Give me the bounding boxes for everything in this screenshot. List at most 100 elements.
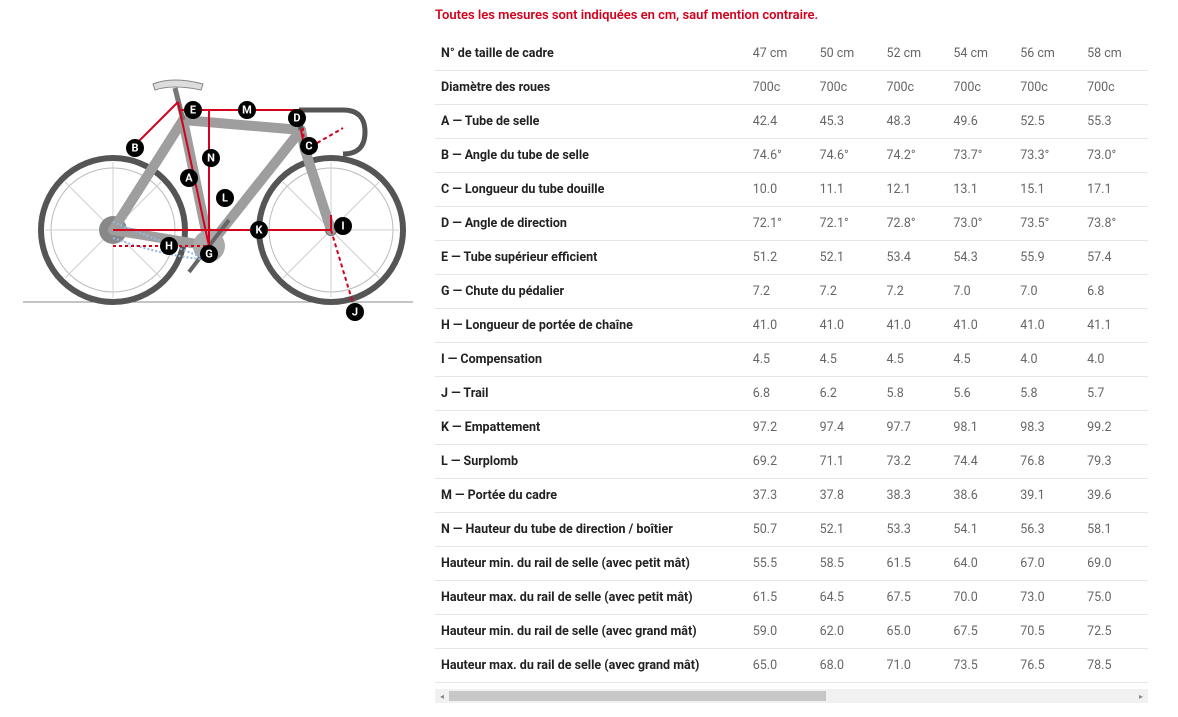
row-label: M — Portée du cadre — [435, 479, 747, 513]
row-label: I — Compensation — [435, 343, 747, 377]
table-header-row: N° de taille de cadre 47 cm50 cm52 cm54 … — [435, 37, 1148, 71]
row-label: N — Hauteur du tube de direction / boîti… — [435, 513, 747, 547]
cell-value: 99.2 — [1081, 411, 1148, 445]
geometry-table-wrap[interactable]: N° de taille de cadre 47 cm50 cm52 cm54 … — [435, 37, 1148, 683]
cell-value: 71.0 — [880, 649, 947, 683]
scroll-track[interactable] — [449, 689, 1134, 703]
cell-value: 75.0 — [1081, 581, 1148, 615]
table-row: Hauteur max. du rail de selle (avec peti… — [435, 581, 1148, 615]
svg-text:J: J — [351, 306, 357, 319]
cell-value: 74.2° — [880, 139, 947, 173]
cell-value: 74.6° — [747, 139, 814, 173]
cell-value: 4.0 — [1081, 343, 1148, 377]
geometry-table: N° de taille de cadre 47 cm50 cm52 cm54 … — [435, 37, 1148, 683]
cell-value: 58.5 — [814, 547, 881, 581]
cell-value: 10.0 — [747, 173, 814, 207]
svg-text:D: D — [293, 112, 300, 125]
cell-value: 65.0 — [880, 615, 947, 649]
row-label: Hauteur min. du rail de selle (avec peti… — [435, 547, 747, 581]
cell-value: 7.0 — [947, 275, 1014, 309]
cell-value: 72.1° — [814, 207, 881, 241]
cell-value: 38.3 — [880, 479, 947, 513]
svg-text:C: C — [305, 140, 312, 153]
cell-value: 45.3 — [814, 105, 881, 139]
cell-value: 52.1 — [814, 241, 881, 275]
svg-text:A: A — [185, 172, 193, 185]
row-label: L — Surplomb — [435, 445, 747, 479]
cell-value: 62.0 — [814, 615, 881, 649]
cell-value: 7.2 — [880, 275, 947, 309]
cell-value: 41.0 — [814, 309, 881, 343]
cell-value: 65.0 — [747, 649, 814, 683]
cell-value: 700c — [880, 71, 947, 105]
table-row: J — Trail6.86.25.85.65.85.7 — [435, 377, 1148, 411]
cell-value: 700c — [1014, 71, 1081, 105]
cell-value: 700c — [814, 71, 881, 105]
cell-value: 5.8 — [1014, 377, 1081, 411]
cell-value: 13.1 — [947, 173, 1014, 207]
header-size-col: 52 cm — [880, 37, 947, 71]
cell-value: 38.6 — [947, 479, 1014, 513]
table-row: Hauteur min. du rail de selle (avec gran… — [435, 615, 1148, 649]
cell-value: 73.0 — [1014, 581, 1081, 615]
cell-value: 5.6 — [947, 377, 1014, 411]
cell-value: 700c — [1081, 71, 1148, 105]
table-row: D — Angle de direction72.1°72.1°72.8°73.… — [435, 207, 1148, 241]
cell-value: 69.0 — [1081, 547, 1148, 581]
cell-value: 41.0 — [947, 309, 1014, 343]
cell-value: 67.5 — [880, 581, 947, 615]
cell-value: 74.4 — [947, 445, 1014, 479]
row-label: Hauteur max. du rail de selle (avec gran… — [435, 649, 747, 683]
table-row: H — Longueur de portée de chaîne41.041.0… — [435, 309, 1148, 343]
cell-value: 61.5 — [880, 547, 947, 581]
cell-value: 54.3 — [947, 241, 1014, 275]
cell-value: 41.0 — [880, 309, 947, 343]
cell-value: 79.3 — [1081, 445, 1148, 479]
row-label: G — Chute du pédalier — [435, 275, 747, 309]
svg-text:I: I — [341, 220, 344, 233]
header-size-col: 58 cm — [1081, 37, 1148, 71]
header-size-col: 56 cm — [1014, 37, 1081, 71]
table-row: A — Tube de selle42.445.348.349.652.555.… — [435, 105, 1148, 139]
row-label: J — Trail — [435, 377, 747, 411]
table-row: Diamètre des roues700c700c700c700c700c70… — [435, 71, 1148, 105]
cell-value: 71.1 — [814, 445, 881, 479]
cell-value: 52.1 — [814, 513, 881, 547]
cell-value: 4.5 — [880, 343, 947, 377]
cell-value: 54.1 — [947, 513, 1014, 547]
cell-value: 7.2 — [814, 275, 881, 309]
cell-value: 74.6° — [814, 139, 881, 173]
table-row: M — Portée du cadre37.337.838.338.639.13… — [435, 479, 1148, 513]
table-row: K — Empattement97.297.497.798.198.399.2 — [435, 411, 1148, 445]
cell-value: 39.6 — [1081, 479, 1148, 513]
scroll-left-arrow[interactable]: ◂ — [435, 689, 449, 703]
scroll-thumb[interactable] — [449, 691, 826, 701]
header-size-col: 50 cm — [814, 37, 881, 71]
svg-text:G: G — [205, 248, 213, 261]
cell-value: 67.0 — [1014, 547, 1081, 581]
cell-value: 51.2 — [747, 241, 814, 275]
cell-value: 64.0 — [947, 547, 1014, 581]
cell-value: 39.1 — [1014, 479, 1081, 513]
cell-value: 15.1 — [1014, 173, 1081, 207]
cell-value: 11.1 — [814, 173, 881, 207]
cell-value: 37.3 — [747, 479, 814, 513]
table-row: I — Compensation4.54.54.54.54.04.0 — [435, 343, 1148, 377]
cell-value: 58.1 — [1081, 513, 1148, 547]
cell-value: 6.2 — [814, 377, 881, 411]
scroll-right-arrow[interactable]: ▸ — [1134, 689, 1148, 703]
cell-value: 68.0 — [814, 649, 881, 683]
cell-value: 98.1 — [947, 411, 1014, 445]
svg-text:M: M — [242, 104, 252, 117]
cell-value: 61.5 — [747, 581, 814, 615]
row-label: B — Angle du tube de selle — [435, 139, 747, 173]
cell-value: 72.1° — [747, 207, 814, 241]
cell-value: 73.5 — [947, 649, 1014, 683]
table-row: L — Surplomb69.271.173.274.476.879.3 — [435, 445, 1148, 479]
svg-text:N: N — [207, 152, 215, 165]
geometry-panel: Toutes les mesures sont indiquées en cm,… — [435, 0, 1178, 717]
cell-value: 41.0 — [747, 309, 814, 343]
cell-value: 7.0 — [1014, 275, 1081, 309]
row-label: A — Tube de selle — [435, 105, 747, 139]
horizontal-scrollbar[interactable]: ◂ ▸ — [435, 689, 1148, 703]
